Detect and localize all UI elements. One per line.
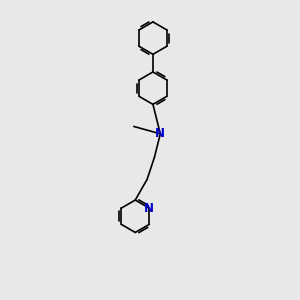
Text: N: N <box>155 127 165 140</box>
Text: N: N <box>144 202 154 215</box>
